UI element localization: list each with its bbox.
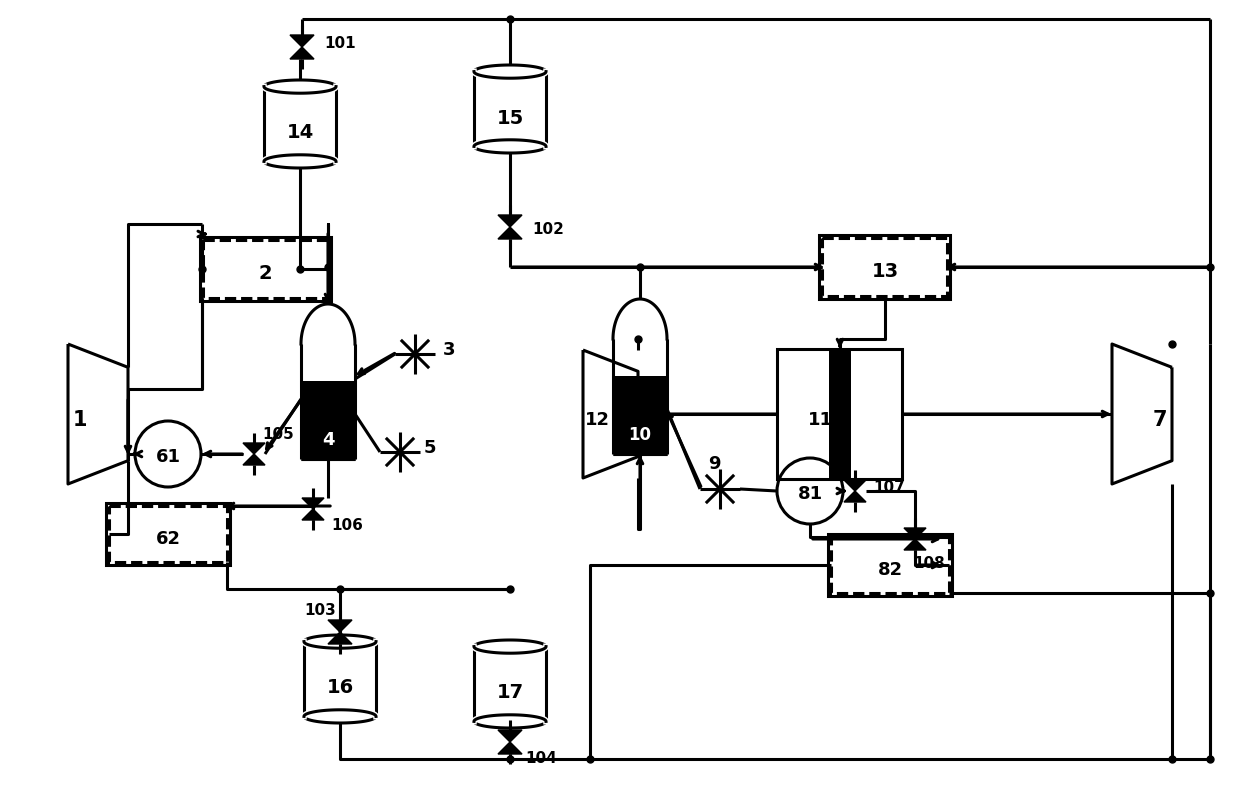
Bar — [831, 537, 949, 593]
Polygon shape — [498, 216, 522, 228]
Polygon shape — [329, 632, 352, 644]
Text: 82: 82 — [878, 561, 903, 578]
Polygon shape — [303, 498, 324, 509]
Polygon shape — [290, 36, 314, 48]
Text: 107: 107 — [873, 480, 905, 495]
Polygon shape — [290, 48, 314, 60]
Text: 81: 81 — [797, 484, 822, 502]
Text: 3: 3 — [443, 341, 455, 358]
Text: 2: 2 — [258, 264, 272, 283]
Polygon shape — [498, 742, 522, 754]
Polygon shape — [904, 529, 926, 539]
Text: 10: 10 — [629, 426, 651, 444]
Text: 11: 11 — [807, 411, 832, 428]
Text: 102: 102 — [532, 222, 564, 237]
Polygon shape — [243, 455, 265, 465]
Bar — [822, 239, 947, 297]
Text: 4: 4 — [321, 431, 335, 448]
Text: 104: 104 — [525, 751, 557, 766]
Text: 103: 103 — [304, 603, 336, 618]
Text: 16: 16 — [326, 678, 353, 697]
Bar — [828, 350, 851, 480]
Bar — [777, 350, 903, 480]
Polygon shape — [498, 730, 522, 742]
Polygon shape — [303, 509, 324, 520]
Text: 106: 106 — [331, 518, 363, 533]
Text: 1: 1 — [73, 410, 87, 429]
Text: 5: 5 — [424, 439, 436, 456]
Text: 61: 61 — [155, 448, 181, 465]
Text: 101: 101 — [324, 36, 356, 51]
Bar — [109, 506, 227, 562]
Polygon shape — [498, 228, 522, 240]
Text: 14: 14 — [286, 124, 314, 142]
Text: 105: 105 — [262, 427, 294, 442]
Bar — [200, 237, 331, 302]
Bar — [613, 376, 667, 455]
Polygon shape — [329, 620, 352, 632]
Text: 62: 62 — [155, 529, 181, 547]
Polygon shape — [904, 539, 926, 550]
Text: 15: 15 — [496, 108, 523, 128]
Bar — [828, 534, 952, 596]
Text: 12: 12 — [584, 411, 610, 428]
Polygon shape — [243, 444, 265, 455]
Polygon shape — [844, 492, 866, 502]
Text: 13: 13 — [872, 262, 899, 282]
Text: 9: 9 — [708, 455, 720, 472]
Bar — [820, 236, 951, 300]
Text: 7: 7 — [1153, 410, 1167, 429]
Bar — [301, 381, 355, 460]
Text: 108: 108 — [913, 556, 945, 571]
Bar — [202, 241, 327, 298]
Bar — [105, 504, 229, 565]
Text: 17: 17 — [496, 683, 523, 702]
Polygon shape — [844, 480, 866, 492]
